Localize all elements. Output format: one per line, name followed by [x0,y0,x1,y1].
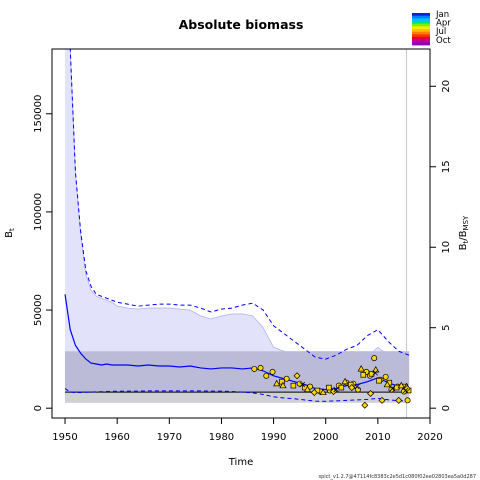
x-tick-label: 1990 [261,432,286,443]
index-point-triangle [357,365,365,372]
y-right-sub2: MSY [462,215,470,230]
index-point-circle [257,364,264,371]
bmsy-band-lower [65,392,410,403]
index-point-circle [251,365,258,372]
index-point-triangle [303,385,312,393]
index-point-diamond [361,401,369,409]
legend-label-apr: Apr [436,19,451,29]
index-point-square [338,384,345,391]
index-point-circle [283,375,290,382]
legend-color-swatch [412,18,430,22]
y-right-main: B [458,243,469,250]
index-point-diamond [293,372,301,380]
y-left-sub: t [8,228,16,231]
index-point-circle [263,372,270,379]
index-point-triangle [279,381,287,389]
index-point-cross [372,370,379,376]
legend-color-swatch [412,31,430,35]
index-point-diamond [395,396,403,404]
x-axis-label: Time [228,457,253,468]
chart-title: Absolute biomass [179,17,304,32]
legend-label-oct: Oct [436,36,451,46]
y-left-main: B [4,231,15,238]
index-point-triangle [273,379,281,387]
x-tick-label: 1980 [209,432,234,443]
ci-edge-line [69,49,410,374]
y-left-tick-label: 100000 [33,193,44,231]
index-point-diamond [378,396,386,404]
index-point-triangle [319,388,327,396]
plot-frame [51,48,431,419]
x-tick-label: 1950 [52,432,77,443]
legend-color-swatch [412,15,430,19]
legend-color-swatch [412,34,430,38]
legend-color-swatch [412,21,430,25]
index-point-cross [402,387,409,394]
index-point-circle [382,373,389,380]
index-point-triangle [397,381,405,389]
index-point-circle [371,355,378,362]
y-right-sub: t [462,240,470,243]
index-point-cross [333,386,339,393]
biomass-upper-ci [69,49,410,360]
index-point-triangle [341,377,349,385]
index-point-square [290,382,297,389]
footer-version: spict_v1.2.7@47114fc8383c2e5d1c080f02ee0… [319,474,477,480]
index-point-cross [389,385,396,392]
y-left-tick-label: 0 [33,405,44,411]
biomass-lower-ci [64,388,410,402]
legend-color-swatch [412,13,430,17]
index-point-circle [404,397,411,404]
svg-text:Bt: Bt [4,228,16,238]
x-tick-label: 2020 [417,432,442,443]
index-point-cross [354,383,360,390]
y-right-tick-label: 10 [441,241,452,254]
x-tick-label: 1960 [104,432,129,443]
index-point-diamond [367,389,375,397]
index-point-diamond [310,388,318,396]
index-point-circle [296,380,303,387]
legend-color-swatch [412,42,430,46]
legend-label-jul: Jul [435,27,446,37]
index-point-square [360,372,367,378]
index-point-circle [355,386,361,393]
x-tick-label: 2010 [365,432,390,443]
legend-label-jan: Jan [435,10,449,20]
index-point-cross [299,381,306,388]
legend-color-swatch [412,39,430,43]
axis-ticks: 1950 1960 1970 1980 1990 2000 2010 202005000010… [33,80,452,443]
y-axis-label-left: Bt [4,228,16,238]
y-left-tick-label: 50000 [33,294,44,326]
y-right-tick-label: 5 [441,325,452,331]
legend-color-swatch [412,23,430,27]
y-right-tick-label: 20 [441,80,452,93]
plot-area [64,49,412,418]
x-tick-label: 2000 [313,432,338,443]
legend-color-swatch [412,26,430,30]
y-right-div: /B [458,230,469,240]
y-right-tick-label: 15 [441,160,452,173]
y-axis-label-right: Bt/BMSY [458,215,470,250]
index-point-diamond [348,384,356,392]
x-tick-label: 1970 [157,432,182,443]
index-point-square [326,384,332,391]
index-point-square [376,377,382,384]
y-right-tick-label: 0 [441,405,452,411]
legend-color-swatch [412,37,430,41]
legend-color-swatch [412,29,430,33]
biomass-ci-region [65,49,410,402]
index-point-triangle [383,380,391,388]
svg-text:Bt/BMSY: Bt/BMSY [458,215,470,250]
index-point-circle [269,368,276,375]
y-left-tick-label: 150000 [33,95,44,133]
